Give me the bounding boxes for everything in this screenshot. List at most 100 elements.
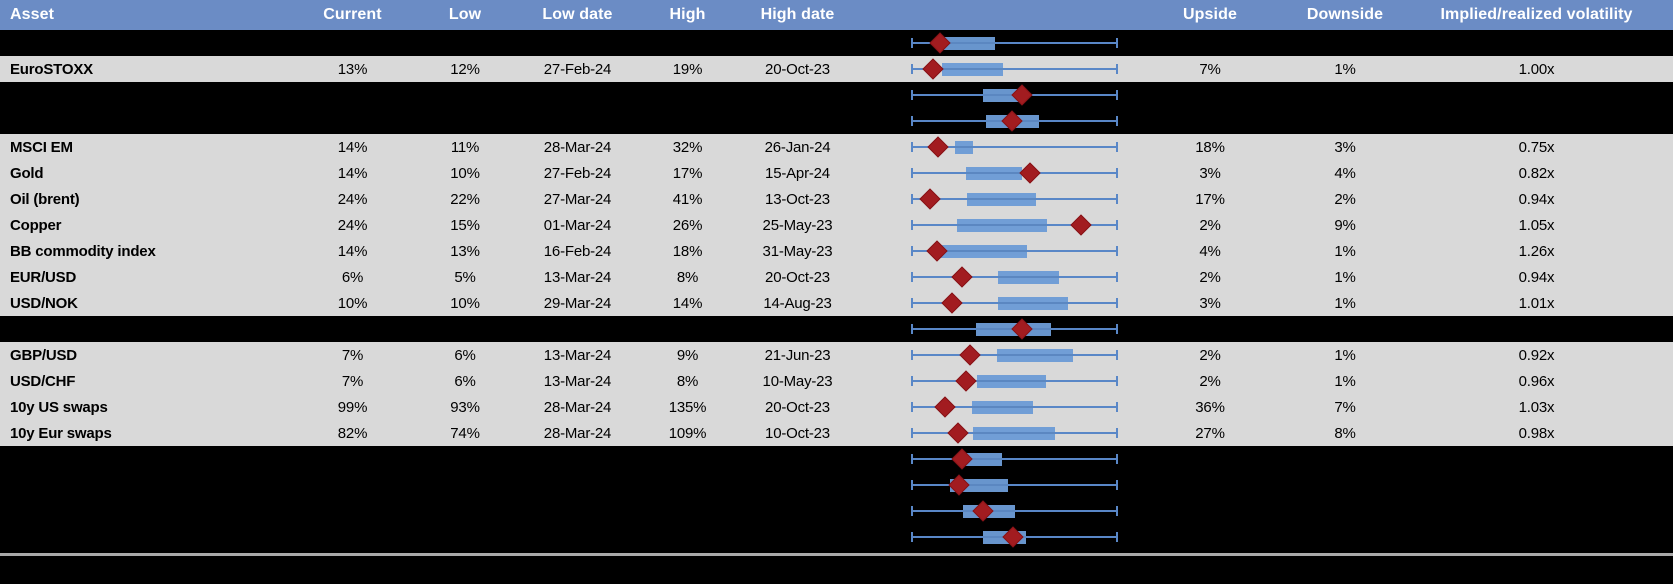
cell-low_date[interactable]: 28-Mar-24 xyxy=(543,398,612,416)
cell-low[interactable]: 5% xyxy=(454,268,476,286)
cell-low_date[interactable]: 28-Mar-24 xyxy=(543,138,612,156)
cell-upside[interactable]: 27% xyxy=(1195,424,1225,442)
cell-downside[interactable]: 1% xyxy=(1334,346,1356,364)
header-cell-impl-real[interactable]: Implied/realized volatility xyxy=(1440,6,1633,23)
cell-high[interactable]: 41% xyxy=(672,190,703,208)
cell-low[interactable]: 6% xyxy=(454,372,476,390)
cell-current[interactable]: 14% xyxy=(337,242,368,260)
cell-upside[interactable]: 36% xyxy=(1195,398,1225,416)
cell-low[interactable]: 74% xyxy=(450,424,480,442)
cell-upside[interactable]: 2% xyxy=(1199,346,1221,364)
cell-impl_real[interactable]: 1.05x xyxy=(1518,216,1555,234)
cell-high[interactable]: 8% xyxy=(676,268,699,286)
cell-low[interactable]: 11% xyxy=(450,138,480,156)
cell-low_date[interactable]: 27-Mar-24 xyxy=(543,190,612,208)
cell-high_date[interactable]: 31-May-23 xyxy=(762,242,833,260)
cell-low_date[interactable]: 13-Mar-24 xyxy=(543,268,612,286)
cell-downside[interactable]: 8% xyxy=(1334,424,1356,442)
cell-low[interactable]: 13% xyxy=(450,242,480,260)
cell-downside[interactable]: 7% xyxy=(1334,398,1356,416)
cell-low[interactable]: 93% xyxy=(450,398,480,416)
cell-high_date[interactable]: 26-Jan-24 xyxy=(764,138,831,156)
cell-high[interactable]: 14% xyxy=(672,294,703,312)
cell-downside[interactable]: 1% xyxy=(1334,268,1356,286)
cell-asset[interactable]: Oil (brent) xyxy=(10,190,80,208)
cell-upside[interactable]: 17% xyxy=(1195,190,1225,208)
cell-low_date[interactable]: 27-Feb-24 xyxy=(543,60,612,78)
cell-low_date[interactable]: 28-Mar-24 xyxy=(543,424,612,442)
cell-impl_real[interactable]: 0.82x xyxy=(1518,164,1555,182)
cell-high[interactable]: 18% xyxy=(672,242,703,260)
cell-impl_real[interactable]: 1.01x xyxy=(1518,294,1555,312)
cell-current[interactable]: 10% xyxy=(337,294,368,312)
cell-high_date[interactable]: 20-Oct-23 xyxy=(765,60,830,78)
cell-upside[interactable]: 7% xyxy=(1199,60,1221,78)
cell-current[interactable]: 82% xyxy=(337,424,368,442)
cell-high[interactable]: 19% xyxy=(672,60,703,78)
cell-high_date[interactable]: 25-May-23 xyxy=(762,216,833,234)
cell-downside[interactable]: 4% xyxy=(1334,164,1356,182)
cell-downside[interactable]: 1% xyxy=(1334,60,1356,78)
cell-low[interactable]: 6% xyxy=(454,346,476,364)
cell-high_date[interactable]: 15-Apr-24 xyxy=(765,164,830,182)
cell-impl_real[interactable]: 0.96x xyxy=(1518,372,1555,390)
cell-high[interactable]: 8% xyxy=(676,372,699,390)
cell-high[interactable]: 26% xyxy=(672,216,703,234)
cell-upside[interactable]: 3% xyxy=(1199,164,1221,182)
cell-asset[interactable]: Gold xyxy=(10,164,44,182)
header-cell-current[interactable]: Current xyxy=(323,6,382,23)
cell-current[interactable]: 24% xyxy=(337,216,368,234)
cell-downside[interactable]: 1% xyxy=(1334,294,1356,312)
cell-low_date[interactable]: 13-Mar-24 xyxy=(543,372,612,390)
cell-high[interactable]: 32% xyxy=(672,138,703,156)
header-cell-high-date[interactable]: High date xyxy=(760,6,835,23)
cell-downside[interactable]: 9% xyxy=(1334,216,1356,234)
cell-upside[interactable]: 18% xyxy=(1195,138,1225,156)
cell-current[interactable]: 13% xyxy=(337,60,368,78)
cell-low_date[interactable]: 29-Mar-24 xyxy=(543,294,612,312)
cell-impl_real[interactable]: 1.00x xyxy=(1518,60,1555,78)
cell-asset[interactable]: GBP/USD xyxy=(10,346,77,364)
cell-low_date[interactable]: 01-Mar-24 xyxy=(543,216,612,234)
cell-impl_real[interactable]: 0.75x xyxy=(1518,138,1555,156)
header-cell-upside[interactable]: Upside xyxy=(1183,6,1237,23)
header-cell-high[interactable]: High xyxy=(669,6,706,23)
header-cell-downside[interactable]: Downside xyxy=(1306,6,1384,23)
cell-low[interactable]: 10% xyxy=(450,164,480,182)
cell-upside[interactable]: 2% xyxy=(1199,216,1221,234)
cell-asset[interactable]: USD/CHF xyxy=(10,372,76,390)
cell-asset[interactable]: 10y US swaps xyxy=(10,398,108,416)
cell-upside[interactable]: 4% xyxy=(1199,242,1221,260)
cell-low[interactable]: 10% xyxy=(450,294,480,312)
cell-asset[interactable]: BB commodity index xyxy=(10,242,156,260)
cell-high_date[interactable]: 14-Aug-23 xyxy=(763,294,832,312)
cell-low[interactable]: 22% xyxy=(450,190,480,208)
cell-asset[interactable]: EUR/USD xyxy=(10,268,77,286)
cell-high_date[interactable]: 20-Oct-23 xyxy=(765,398,830,416)
cell-asset[interactable]: MSCI EM xyxy=(10,138,73,156)
cell-low_date[interactable]: 27-Feb-24 xyxy=(543,164,612,182)
cell-upside[interactable]: 3% xyxy=(1199,294,1221,312)
cell-asset[interactable]: USD/NOK xyxy=(10,294,78,312)
cell-low[interactable]: 15% xyxy=(450,216,480,234)
cell-downside[interactable]: 3% xyxy=(1334,138,1356,156)
cell-downside[interactable]: 1% xyxy=(1334,372,1356,390)
cell-high_date[interactable]: 21-Jun-23 xyxy=(764,346,831,364)
cell-downside[interactable]: 2% xyxy=(1334,190,1356,208)
cell-high[interactable]: 109% xyxy=(668,424,707,442)
header-cell-low[interactable]: Low xyxy=(448,6,482,23)
cell-current[interactable]: 6% xyxy=(341,268,364,286)
cell-impl_real[interactable]: 0.94x xyxy=(1518,268,1555,286)
cell-current[interactable]: 14% xyxy=(337,164,368,182)
cell-current[interactable]: 14% xyxy=(337,138,368,156)
cell-low_date[interactable]: 16-Feb-24 xyxy=(543,242,612,260)
cell-asset[interactable]: 10y Eur swaps xyxy=(10,424,112,442)
cell-high[interactable]: 135% xyxy=(668,398,707,416)
cell-impl_real[interactable]: 0.98x xyxy=(1518,424,1555,442)
cell-high_date[interactable]: 13-Oct-23 xyxy=(765,190,830,208)
cell-high[interactable]: 9% xyxy=(676,346,699,364)
cell-impl_real[interactable]: 0.92x xyxy=(1518,346,1555,364)
cell-high_date[interactable]: 20-Oct-23 xyxy=(765,268,830,286)
cell-downside[interactable]: 1% xyxy=(1334,242,1356,260)
cell-high_date[interactable]: 10-Oct-23 xyxy=(765,424,830,442)
